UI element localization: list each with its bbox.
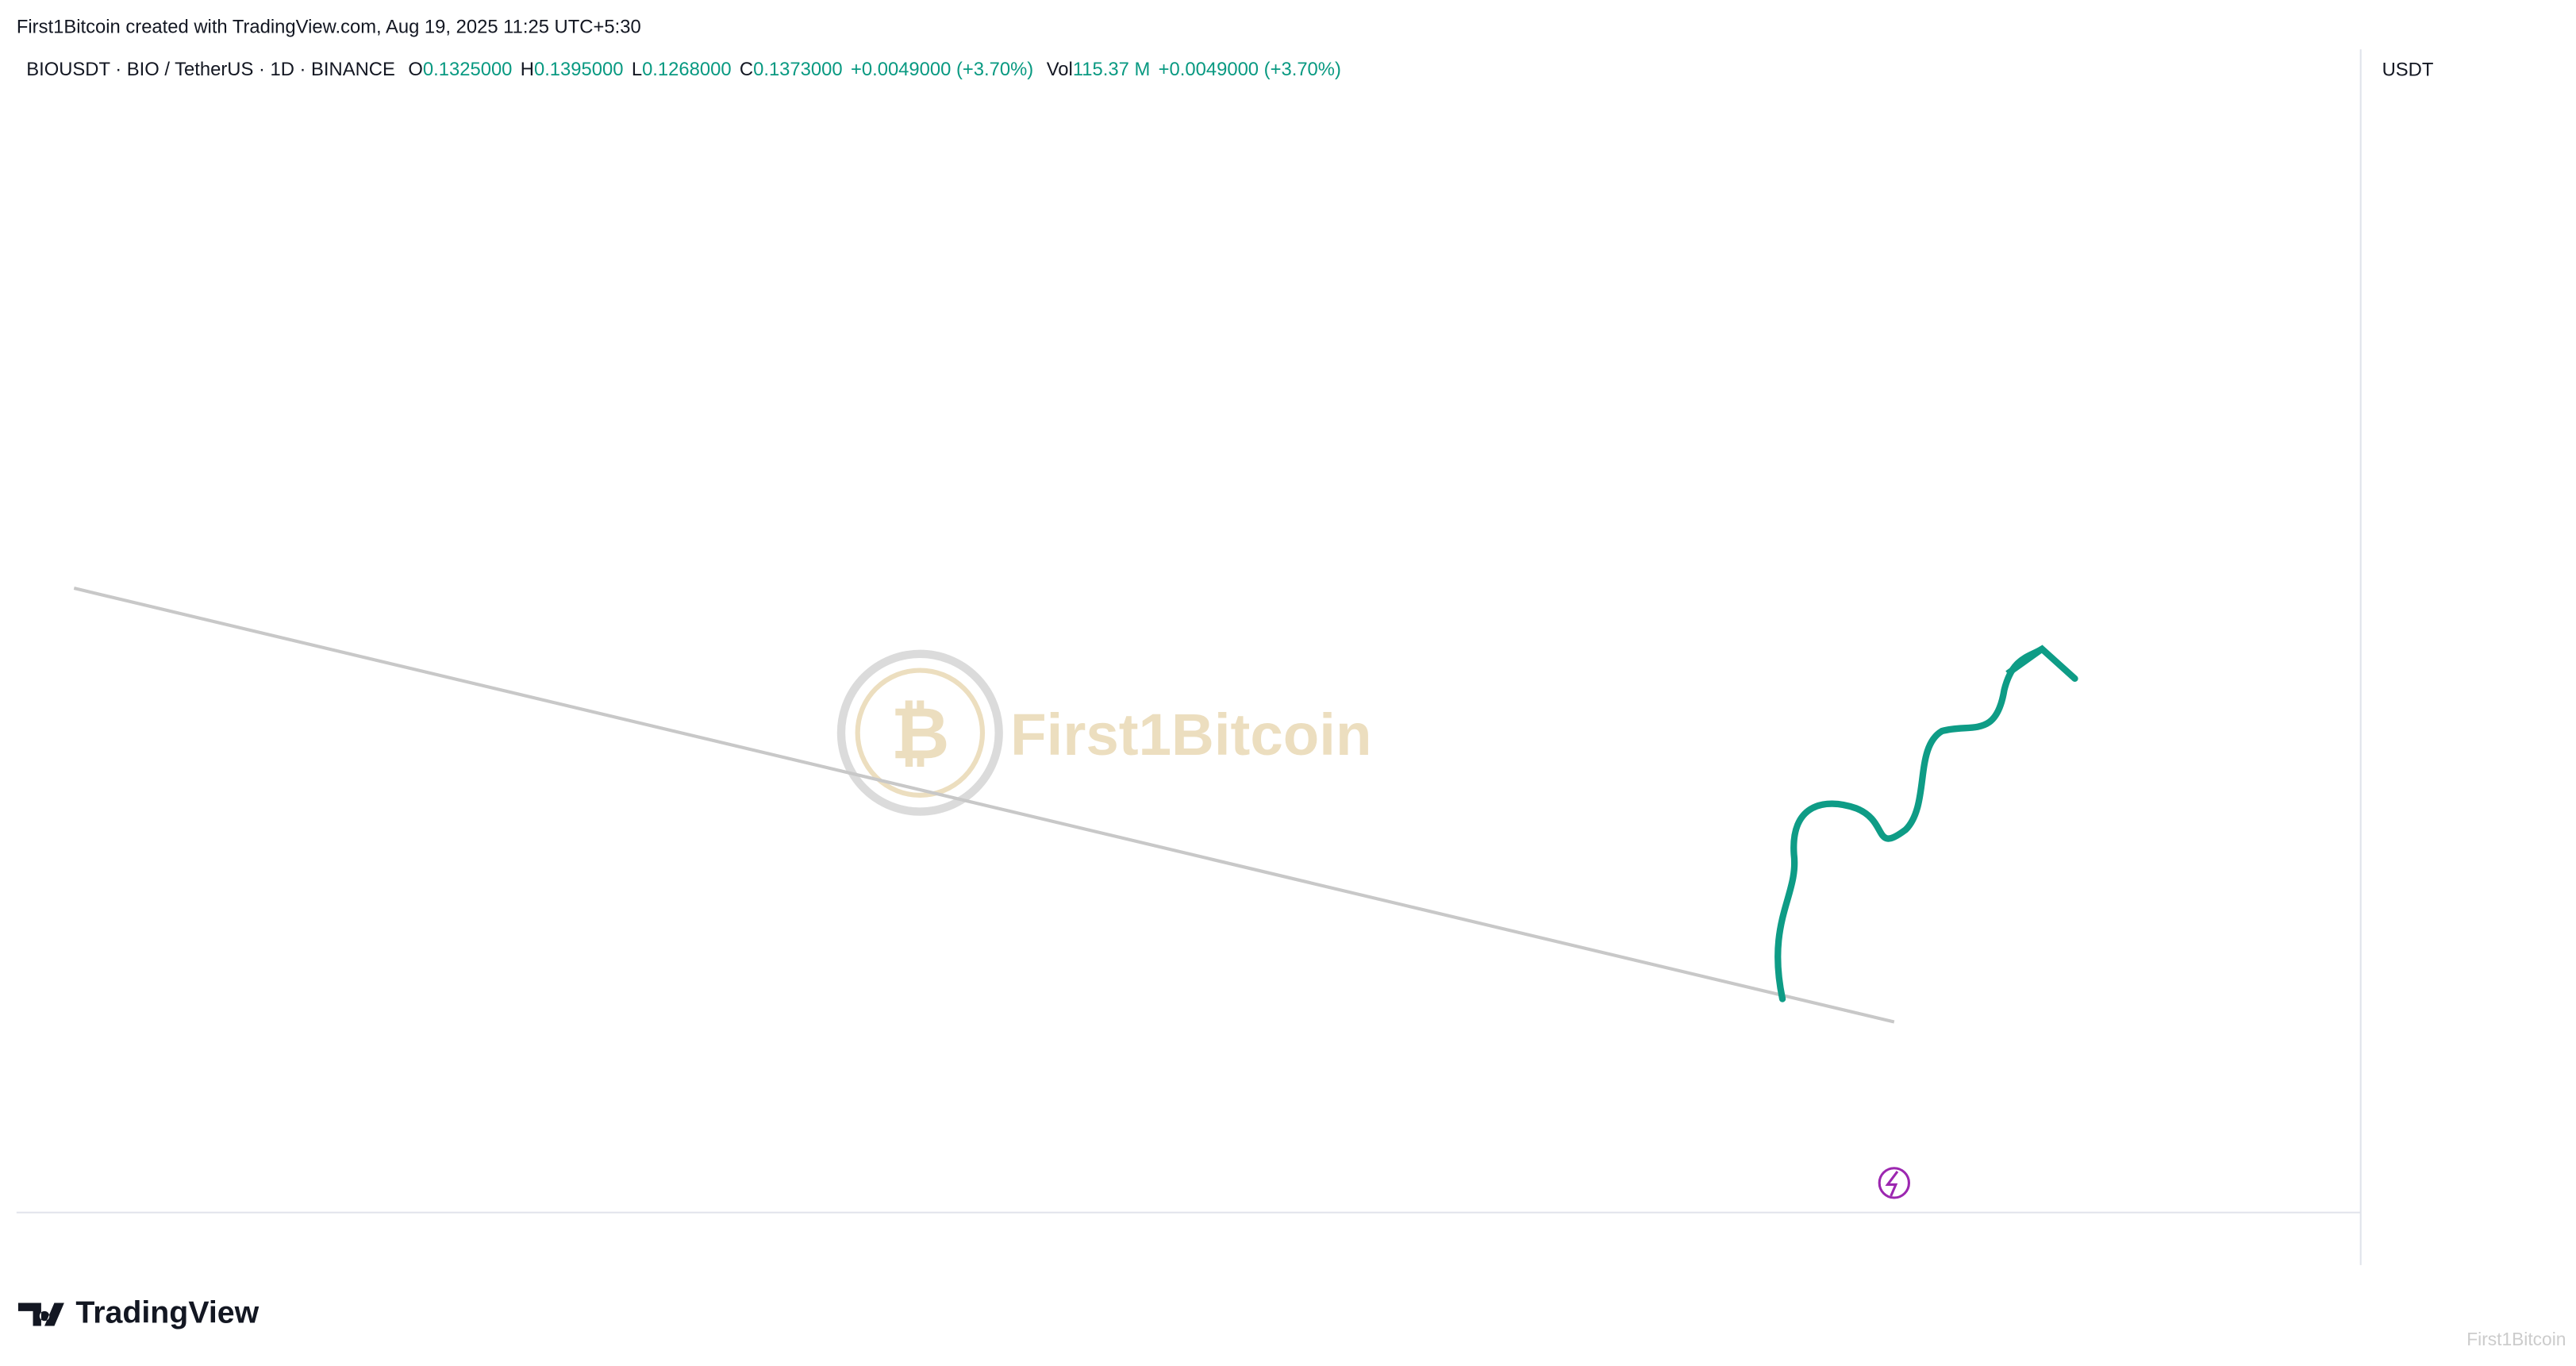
lightning-icon — [1878, 1167, 1910, 1199]
watermark: ₿ First1Bitcoin — [836, 649, 1372, 816]
ohlc-value: 0.1395000 — [534, 59, 624, 80]
volume-change: +0.0049000 (+3.70%) — [1159, 59, 1341, 80]
projection-path — [1774, 645, 2078, 1002]
volume: 115.37 M — [1073, 59, 1150, 80]
ohlc-value: 0.1268000 — [642, 59, 732, 80]
volume-label: Vol — [1047, 59, 1073, 80]
ohlc-label: L — [632, 59, 642, 80]
ohlc-value: 0.1373000 — [753, 59, 842, 80]
projection-arrow — [2005, 646, 2044, 677]
ohlc-label: H — [521, 59, 534, 80]
credit: First1Bitcoin created with TradingView.c… — [17, 16, 641, 37]
ohlc-value: 0.1325000 — [423, 59, 513, 80]
corner-watermark: First1Bitcoin — [2466, 1329, 2566, 1349]
watermark-icon: ₿ — [890, 695, 949, 775]
symbol: BIOUSDT · BIO / TetherUS · 1D · BINANCE — [26, 59, 395, 80]
legend: BIOUSDT · BIO / TetherUS · 1D · BINANCE O… — [26, 59, 1341, 80]
logo-text: TradingView — [75, 1295, 259, 1329]
trend-line — [73, 587, 1895, 1024]
logo: TradingView — [17, 1295, 260, 1329]
ohlc-label: C — [740, 59, 753, 80]
watermark-text: First1Bitcoin — [1010, 702, 1371, 768]
change: +0.0049000 (+3.70%) — [851, 59, 1033, 80]
currency: USDT — [2382, 59, 2434, 80]
ohlc-label: O — [408, 59, 423, 80]
